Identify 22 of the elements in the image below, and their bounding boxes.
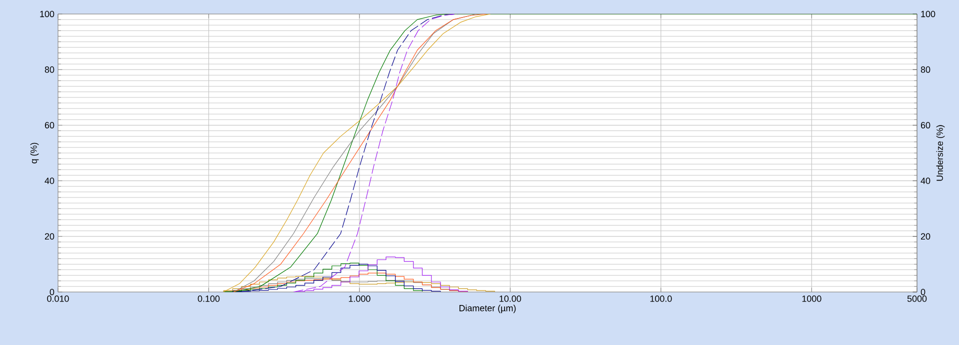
x-tick-label: 100.0 [650, 296, 672, 302]
x-tick-label: 10.00 [500, 296, 522, 302]
x-axis-title: Diameter (µm) [460, 304, 516, 314]
y2-tick-label: 60 [920, 122, 930, 128]
x-tick-label: 0.010 [47, 296, 69, 302]
y-tick-label: 40 [44, 178, 54, 184]
y-tick-label: 100 [40, 10, 54, 18]
x-tick-label: 1000 [802, 296, 822, 302]
x-tick-label: 1.000 [348, 296, 370, 302]
y-axis-title: q (%) [30, 142, 39, 164]
y-tick-label: 80 [44, 66, 54, 73]
y2-tick-label: 40 [920, 178, 930, 184]
y-tick-label: 20 [44, 233, 54, 240]
y2-tick-label: 80 [920, 66, 930, 73]
y-tick-label: 60 [44, 122, 54, 128]
y2-tick-label: 0 [920, 288, 926, 296]
x-tick-label: 5000 [907, 296, 927, 302]
y2-tick-label: 100 [921, 10, 936, 18]
y-tick-label: 0 [50, 288, 54, 296]
y2-axis-title: Undersize (%) [936, 125, 945, 181]
x-tick-label: 0.100 [198, 296, 220, 302]
y2-tick-label: 20 [920, 233, 930, 240]
